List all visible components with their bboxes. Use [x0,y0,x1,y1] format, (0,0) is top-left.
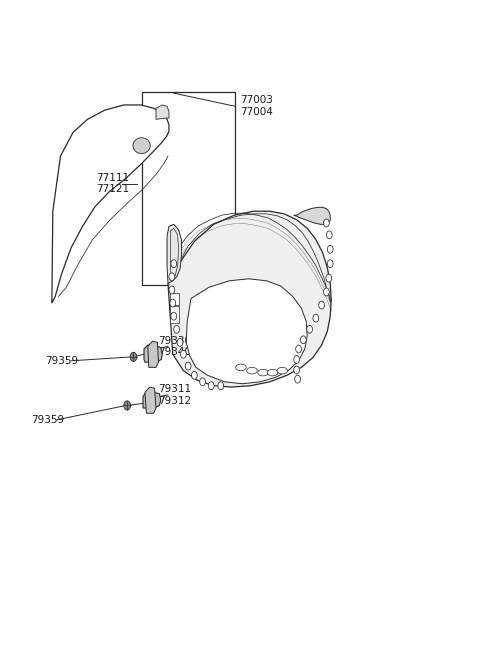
Circle shape [171,312,177,320]
Circle shape [327,245,333,253]
Circle shape [170,299,176,307]
Text: 79359: 79359 [46,356,79,366]
Circle shape [296,345,301,353]
Polygon shape [52,105,169,303]
Circle shape [313,314,319,322]
Text: 79330A
79340: 79330A 79340 [158,336,199,357]
Circle shape [169,273,175,281]
Circle shape [174,325,180,333]
Circle shape [307,325,312,333]
Circle shape [192,371,197,379]
Circle shape [300,336,306,344]
Text: 79311
79312: 79311 79312 [158,384,192,405]
Polygon shape [148,341,158,367]
Circle shape [200,378,205,386]
Circle shape [218,382,224,390]
Circle shape [294,356,300,363]
Ellipse shape [258,369,268,376]
Ellipse shape [267,369,278,376]
Ellipse shape [247,367,257,374]
Circle shape [185,362,191,370]
Polygon shape [133,138,150,154]
Circle shape [327,260,333,268]
Circle shape [324,219,329,227]
Circle shape [326,231,332,239]
Ellipse shape [236,364,246,371]
Polygon shape [156,105,169,119]
Polygon shape [145,387,156,413]
Circle shape [324,288,329,296]
Bar [170,293,179,305]
Circle shape [169,286,175,294]
Polygon shape [167,224,181,283]
Circle shape [180,350,186,358]
Circle shape [124,401,131,410]
Polygon shape [186,279,307,384]
Polygon shape [144,345,162,362]
Circle shape [130,352,137,361]
Circle shape [177,338,183,346]
Polygon shape [294,207,330,224]
Text: 79359: 79359 [31,415,64,425]
Polygon shape [168,211,331,387]
Circle shape [171,260,177,268]
Polygon shape [143,392,161,408]
Circle shape [294,366,300,374]
Text: 77111
77121: 77111 77121 [96,173,129,194]
Text: 77003
77004: 77003 77004 [240,96,273,117]
Bar [142,92,235,285]
Circle shape [295,375,300,383]
Bar [170,306,179,323]
Circle shape [326,274,332,282]
Circle shape [208,382,214,390]
Circle shape [319,301,324,309]
Ellipse shape [277,367,288,374]
